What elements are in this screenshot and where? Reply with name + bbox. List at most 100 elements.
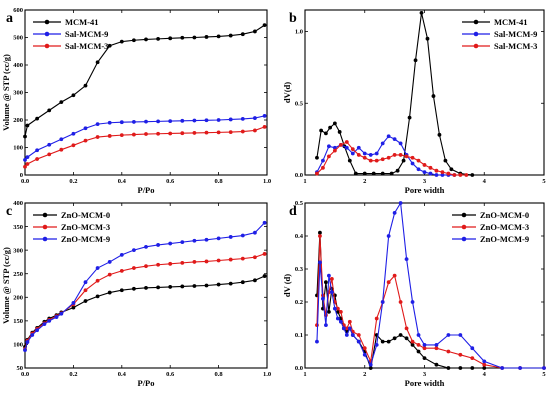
data-point: [107, 290, 112, 295]
data-point: [321, 165, 325, 170]
data-point: [356, 153, 361, 157]
data-point: [324, 280, 328, 285]
data-point: [228, 281, 233, 286]
legend-label: ZnO-MCM-9: [61, 234, 110, 244]
data-point: [458, 366, 463, 370]
legend-marker: [473, 19, 479, 25]
legend-label: ZnO-MCM-3: [61, 222, 110, 232]
data-point: [59, 147, 64, 152]
data-point: [25, 155, 30, 160]
x-tick-label: 0.2: [69, 178, 77, 185]
y-tick-label: 250: [13, 271, 23, 278]
data-point: [25, 162, 30, 166]
panel-c: 0.0 0.2 0.4 0.6 0.8 1.0 50 100 150 200 250 300 350 40…: [1, 200, 271, 388]
data-point: [83, 299, 88, 303]
data-point: [253, 278, 257, 283]
data-point: [228, 33, 233, 38]
data-point: [315, 155, 319, 160]
data-point: [482, 362, 487, 367]
data-point: [119, 39, 124, 44]
data-point: [47, 152, 52, 157]
data-point: [324, 323, 328, 327]
y-tick-label: 0.5: [295, 200, 304, 207]
y-tick-label: 200: [13, 294, 23, 301]
data-point: [253, 255, 257, 260]
data-point: [404, 326, 409, 331]
x-tick-label: 4: [483, 371, 487, 378]
data-point: [192, 118, 197, 123]
y-axis-title: Volume @ STP (cc/g): [1, 247, 11, 324]
panel-d: 1 2 3 4 5 0.0 0.1 0.2 0.3 0.4 0.5 Pore width dV (d) d…: [282, 200, 546, 388]
x-tick-label: 0.4: [118, 371, 127, 378]
data-point: [156, 36, 161, 41]
data-point: [386, 280, 391, 285]
data-point: [389, 171, 394, 176]
plot-frame: [24, 202, 268, 369]
data-point: [395, 168, 400, 173]
data-point: [180, 240, 185, 245]
data-point: [25, 123, 30, 128]
legend-entry: Sal-MCM-9: [462, 29, 537, 39]
data-point: [23, 134, 27, 139]
series-line: [24, 126, 265, 168]
data-point: [452, 173, 457, 177]
data-point: [35, 148, 39, 153]
data-point: [119, 120, 124, 125]
data-point: [144, 37, 148, 42]
data-point: [434, 362, 439, 367]
data-point: [422, 346, 427, 351]
data-point: [482, 359, 487, 364]
x-tick-label: 0.6: [166, 178, 175, 185]
data-point: [392, 153, 397, 157]
data-point: [180, 260, 185, 265]
data-point: [410, 300, 415, 304]
data-point: [410, 155, 415, 160]
data-point: [416, 343, 421, 347]
data-point: [192, 284, 197, 288]
data-point: [410, 339, 415, 344]
series-ZnO-MCM-9: [315, 201, 546, 370]
y-tick-label: 400: [13, 200, 23, 207]
data-point: [518, 366, 522, 370]
data-point: [332, 306, 337, 311]
data-point: [380, 141, 385, 146]
data-point: [458, 173, 463, 177]
data-point: [83, 126, 88, 131]
data-point: [428, 165, 433, 170]
legend-marker: [42, 224, 48, 230]
data-point: [440, 170, 445, 175]
series-ZnO-MCM-0: [23, 274, 267, 349]
data-point: [328, 125, 332, 130]
y-tick-label: 0.2: [295, 299, 303, 306]
data-point: [327, 273, 331, 278]
data-point: [449, 167, 454, 172]
data-point: [144, 244, 148, 249]
data-point: [95, 60, 100, 65]
data-point: [500, 366, 505, 370]
data-point: [119, 252, 124, 257]
panel-letter: d: [289, 204, 297, 219]
data-point: [362, 346, 367, 351]
y-tick-label: 0.0: [295, 172, 303, 179]
data-point: [353, 171, 358, 176]
data-point: [240, 233, 245, 238]
legend-marker: [461, 224, 467, 230]
data-point: [71, 93, 76, 98]
legend-marker: [44, 19, 50, 25]
data-point: [431, 94, 436, 98]
data-point: [319, 128, 324, 133]
data-point: [428, 171, 433, 176]
data-point: [422, 343, 427, 347]
data-point: [329, 290, 334, 294]
data-point: [216, 282, 221, 287]
data-point: [422, 170, 427, 175]
data-point: [71, 301, 76, 305]
data-point: [240, 117, 245, 121]
data-point: [83, 83, 88, 88]
data-point: [332, 145, 337, 150]
data-point: [470, 346, 475, 351]
data-point: [350, 333, 355, 337]
x-tick-label: 1.0: [263, 371, 271, 378]
data-point: [95, 294, 100, 299]
y-tick-label: 0.0: [295, 365, 303, 372]
